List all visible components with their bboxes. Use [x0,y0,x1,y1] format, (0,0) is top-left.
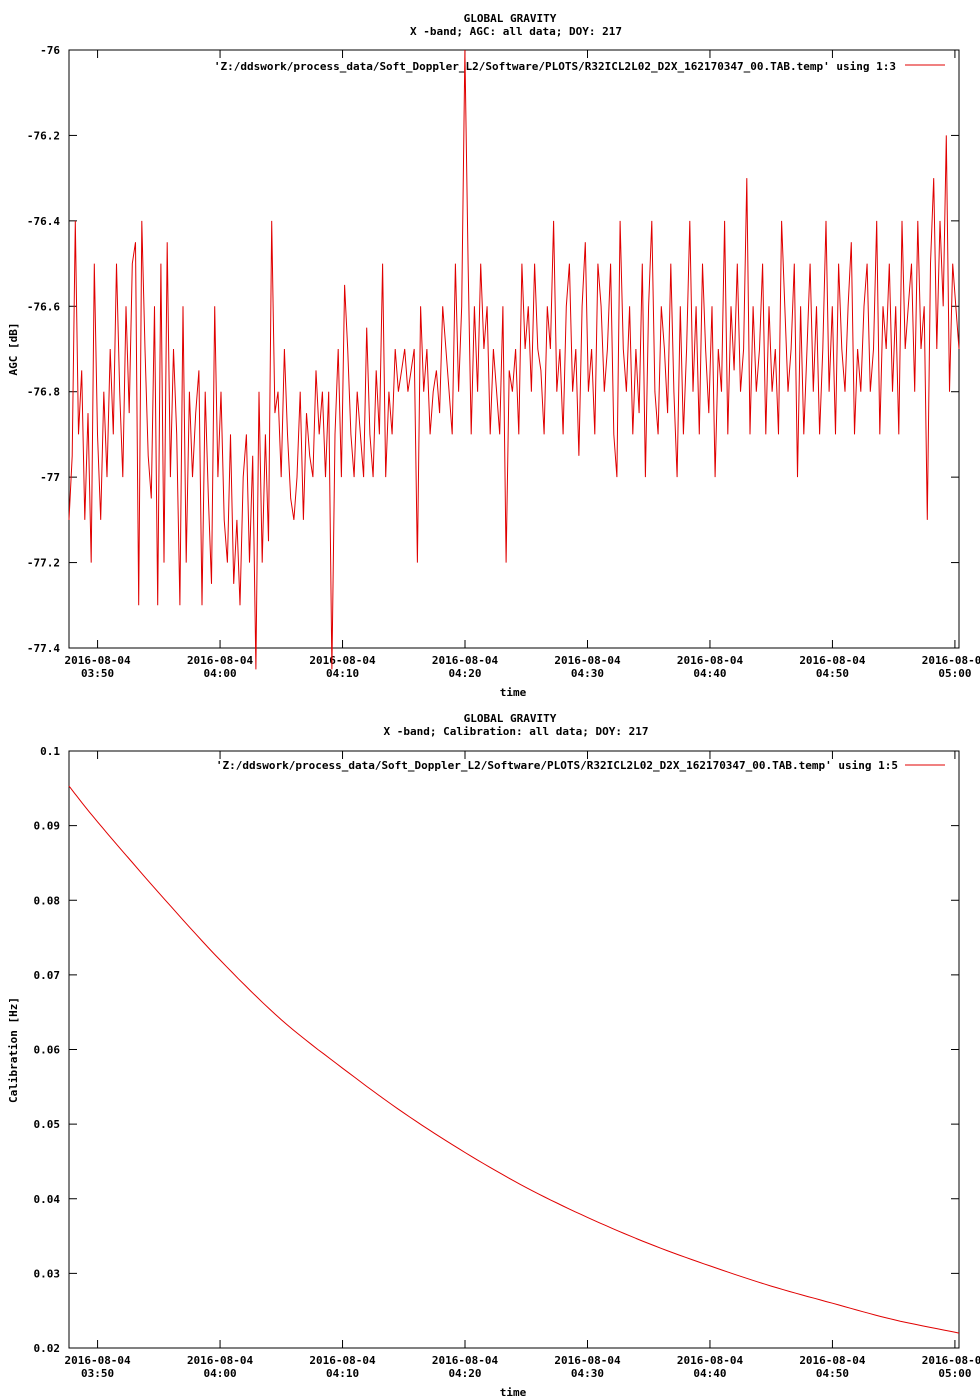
calibration-chart: GLOBAL GRAVITY X -band; Calibration: all… [7,712,980,1399]
y-axis: -76 -76.2 -76.4 -76.6 -76.8 -77 -77.2 -77.4 [27,44,959,655]
chart-title: GLOBAL GRAVITY [464,712,557,725]
x-tick-time-label: 04:50 [816,1367,849,1380]
x-tick-time-label: 04:10 [326,667,359,680]
plot-frame [68,750,960,1349]
y-tick-label: 0.1 [40,745,60,758]
x-tick-time-label: 04:20 [448,1367,481,1380]
x-tick-time-label: 03:50 [81,667,114,680]
x-tick-time-label: 04:30 [571,1367,604,1380]
chart-subtitle: X -band; AGC: all data; DOY: 217 [410,25,622,38]
x-tick-time-label: 05:00 [938,667,971,680]
legend-label: 'Z:/ddswork/process_data/Soft_Doppler_L2… [216,759,898,772]
chart-subtitle: X -band; Calibration: all data; DOY: 217 [384,725,649,738]
x-tick-date-label: 2016-08-04 [309,1354,376,1367]
x-tick-date-label: 2016-08-04 [64,654,131,667]
x-tick-time-label: 05:00 [938,1367,971,1380]
x-tick-date-label: 2016-08-04 [677,1354,744,1367]
x-tick-time-label: 03:50 [81,1367,114,1380]
x-axis-label: time [500,1386,527,1399]
y-tick-label: -77 [40,471,60,484]
y-axis: 0.1 0.09 0.08 0.07 0.06 0.05 0.04 0.03 0.02 [34,745,959,1355]
x-tick-time-label: 04:50 [816,667,849,680]
y-tick-label: 0.07 [34,969,61,982]
y-tick-label: 0.02 [34,1342,61,1355]
x-tick-time-label: 04:40 [693,667,726,680]
y-tick-label: -76.2 [27,129,60,142]
x-tick-date-label: 2016-08-04 [187,1354,254,1367]
y-tick-label: -76.6 [27,300,60,313]
agc-chart: GLOBAL GRAVITY X -band; AGC: all data; D… [7,12,980,699]
y-tick-label: 0.04 [34,1193,61,1206]
x-tick-time-label: 04:10 [326,1367,359,1380]
y-tick-label: 0.05 [34,1118,61,1131]
x-axis: 2016-08-0403:502016-08-0404:002016-08-04… [64,50,980,680]
x-tick-date-label: 2016-08-04 [554,1354,621,1367]
x-axis-label: time [500,686,527,699]
x-tick-time-label: 04:00 [203,1367,236,1380]
x-tick-date-label: 2016-08-04 [799,654,866,667]
y-tick-label: -76 [40,44,60,57]
y-tick-label: -76.8 [27,386,60,399]
x-tick-date-label: 2016-08-04 [432,1354,499,1367]
y-axis-label: Calibration [Hz] [7,997,20,1103]
x-tick-date-label: 2016-08-04 [64,1354,131,1367]
x-tick-time-label: 04:40 [693,1367,726,1380]
x-tick-date-label: 2016-08-04 [922,1354,980,1367]
legend-label: 'Z:/ddswork/process_data/Soft_Doppler_L2… [214,60,896,73]
y-tick-label: -77.2 [27,557,60,570]
x-tick-date-label: 2016-08-04 [799,1354,866,1367]
x-tick-time-label: 04:30 [571,667,604,680]
x-tick-date-label: 2016-08-04 [309,654,376,667]
x-tick-time-label: 04:20 [448,667,481,680]
x-tick-date-label: 2016-08-04 [187,654,254,667]
y-axis-label: AGC [dB] [7,323,20,376]
y-tick-label: -77.4 [27,642,60,655]
x-axis: 2016-08-0403:502016-08-0404:002016-08-04… [64,751,980,1380]
chart-title: GLOBAL GRAVITY [464,12,557,25]
x-tick-date-label: 2016-08-04 [922,654,980,667]
x-tick-date-label: 2016-08-04 [554,654,621,667]
y-tick-label: 0.06 [34,1044,61,1057]
x-tick-time-label: 04:00 [203,667,236,680]
y-tick-label: 0.03 [34,1267,61,1280]
y-tick-label: 0.08 [34,894,61,907]
x-tick-date-label: 2016-08-04 [432,654,499,667]
y-tick-label: 0.09 [34,820,61,833]
calibration-series-line [68,785,960,1334]
x-tick-date-label: 2016-08-04 [677,654,744,667]
y-tick-label: -76.4 [27,215,60,228]
agc-series-line [68,49,960,670]
